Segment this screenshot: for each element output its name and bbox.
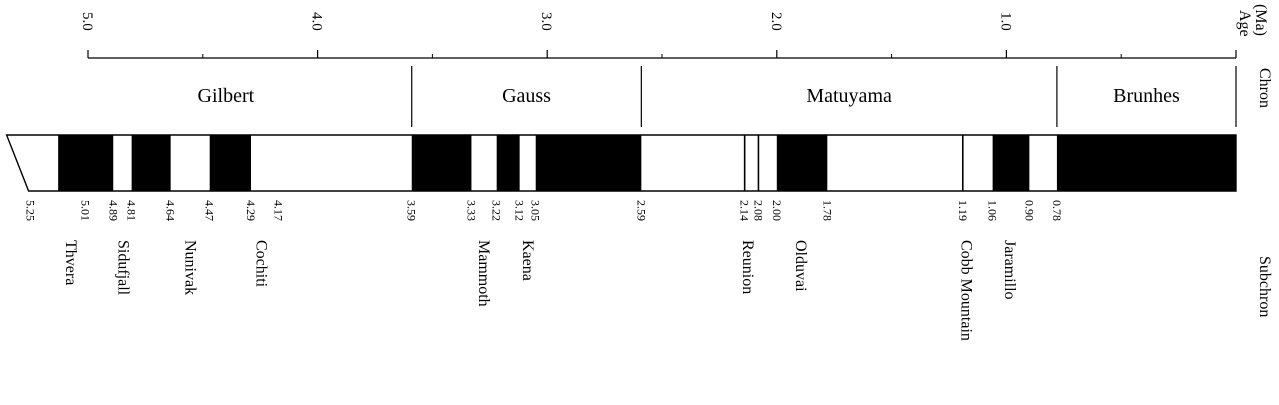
chron-name: Matuyama bbox=[806, 85, 892, 107]
subchron-labels: Subchron Thvera Sidufjall Nunivak Cochiti Ma… bbox=[62, 240, 1273, 341]
normal-polarity-interval bbox=[131, 135, 171, 191]
axis-title-ma: (Ma) bbox=[1252, 4, 1269, 36]
chron-row-label: Chron bbox=[1256, 68, 1273, 108]
axis-title-age: Age bbox=[1236, 10, 1253, 37]
normal-polarity-interval bbox=[58, 135, 114, 191]
boundary-age-label: 3.05 bbox=[529, 200, 543, 221]
chron-name: Brunhes bbox=[1113, 85, 1180, 107]
boundary-age-label: 2.59 bbox=[634, 200, 648, 221]
boundary-age-label: 4.47 bbox=[203, 200, 217, 221]
boundary-age-label: 4.17 bbox=[272, 200, 286, 221]
polarity-bar bbox=[5, 134, 1237, 192]
boundary-age-label: 3.22 bbox=[490, 200, 504, 221]
subchron-name: Reunion bbox=[739, 240, 756, 294]
boundary-age-label: 4.89 bbox=[106, 200, 120, 221]
normal-polarity-interval bbox=[411, 135, 472, 191]
subchron-name: Cobb Mountain bbox=[957, 240, 974, 341]
subchron-name: Thvera bbox=[62, 240, 79, 285]
subchron-row-label: Subchron bbox=[1256, 256, 1273, 317]
boundary-age-label: 4.64 bbox=[164, 200, 178, 221]
boundary-age-label: 4.29 bbox=[244, 200, 258, 221]
normal-polarity-interval bbox=[1056, 135, 1236, 191]
tick-label: 2.0 bbox=[768, 12, 784, 31]
boundary-age-label: 0.78 bbox=[1050, 200, 1064, 221]
tick-label: 4.0 bbox=[309, 12, 325, 31]
subchron-name: Cochiti bbox=[252, 240, 269, 288]
boundary-age-label: 0.90 bbox=[1022, 200, 1036, 221]
subchron-name: Sidufjall bbox=[115, 240, 132, 296]
boundary-age-label: 3.59 bbox=[405, 200, 419, 221]
subchron-name: Mammoth bbox=[475, 240, 492, 307]
tick-label: 1.0 bbox=[997, 12, 1013, 31]
subchron-name: Olduvai bbox=[792, 240, 809, 292]
age-axis: Age (Ma) 5.0 4.0 3.0 2.0 1.0 bbox=[79, 4, 1269, 59]
subchron-name: Jaramillo bbox=[1001, 240, 1018, 300]
subchron-name: Nunivak bbox=[181, 240, 198, 295]
boundary-age-label: 5.25 bbox=[24, 200, 38, 221]
tick-label: 5.0 bbox=[79, 12, 95, 31]
chron-row: Chron Gilbert Gauss Matuyama Brunhes bbox=[198, 66, 1273, 127]
boundary-age-label: 4.81 bbox=[125, 200, 139, 221]
boundary-age-label: 5.01 bbox=[79, 200, 93, 221]
chron-name: Gilbert bbox=[198, 85, 255, 107]
boundary-age-label: 2.08 bbox=[751, 200, 765, 221]
subchron-name: Kaena bbox=[519, 240, 536, 281]
normal-polarity-interval bbox=[992, 135, 1030, 191]
boundary-age-label: 3.12 bbox=[513, 200, 527, 221]
boundary-age-label: 2.14 bbox=[738, 200, 752, 221]
tick-label: 3.0 bbox=[538, 12, 554, 31]
boundary-age-label: 2.00 bbox=[770, 200, 784, 221]
normal-polarity-interval bbox=[776, 135, 828, 191]
boundary-age-label: 3.33 bbox=[464, 200, 478, 221]
normal-polarity-interval bbox=[496, 135, 520, 191]
boundary-age-labels: 5.25 5.01 4.89 4.81 4.64 4.47 4.29 4.17 3.59 3.33… bbox=[24, 200, 1064, 221]
normal-polarity-interval bbox=[535, 135, 642, 191]
boundary-age-label: 1.19 bbox=[956, 200, 970, 221]
boundary-age-label: 1.06 bbox=[986, 200, 1000, 221]
chron-name: Gauss bbox=[502, 85, 551, 107]
normal-polarity-interval bbox=[209, 135, 252, 191]
boundary-age-label: 1.78 bbox=[820, 200, 834, 221]
